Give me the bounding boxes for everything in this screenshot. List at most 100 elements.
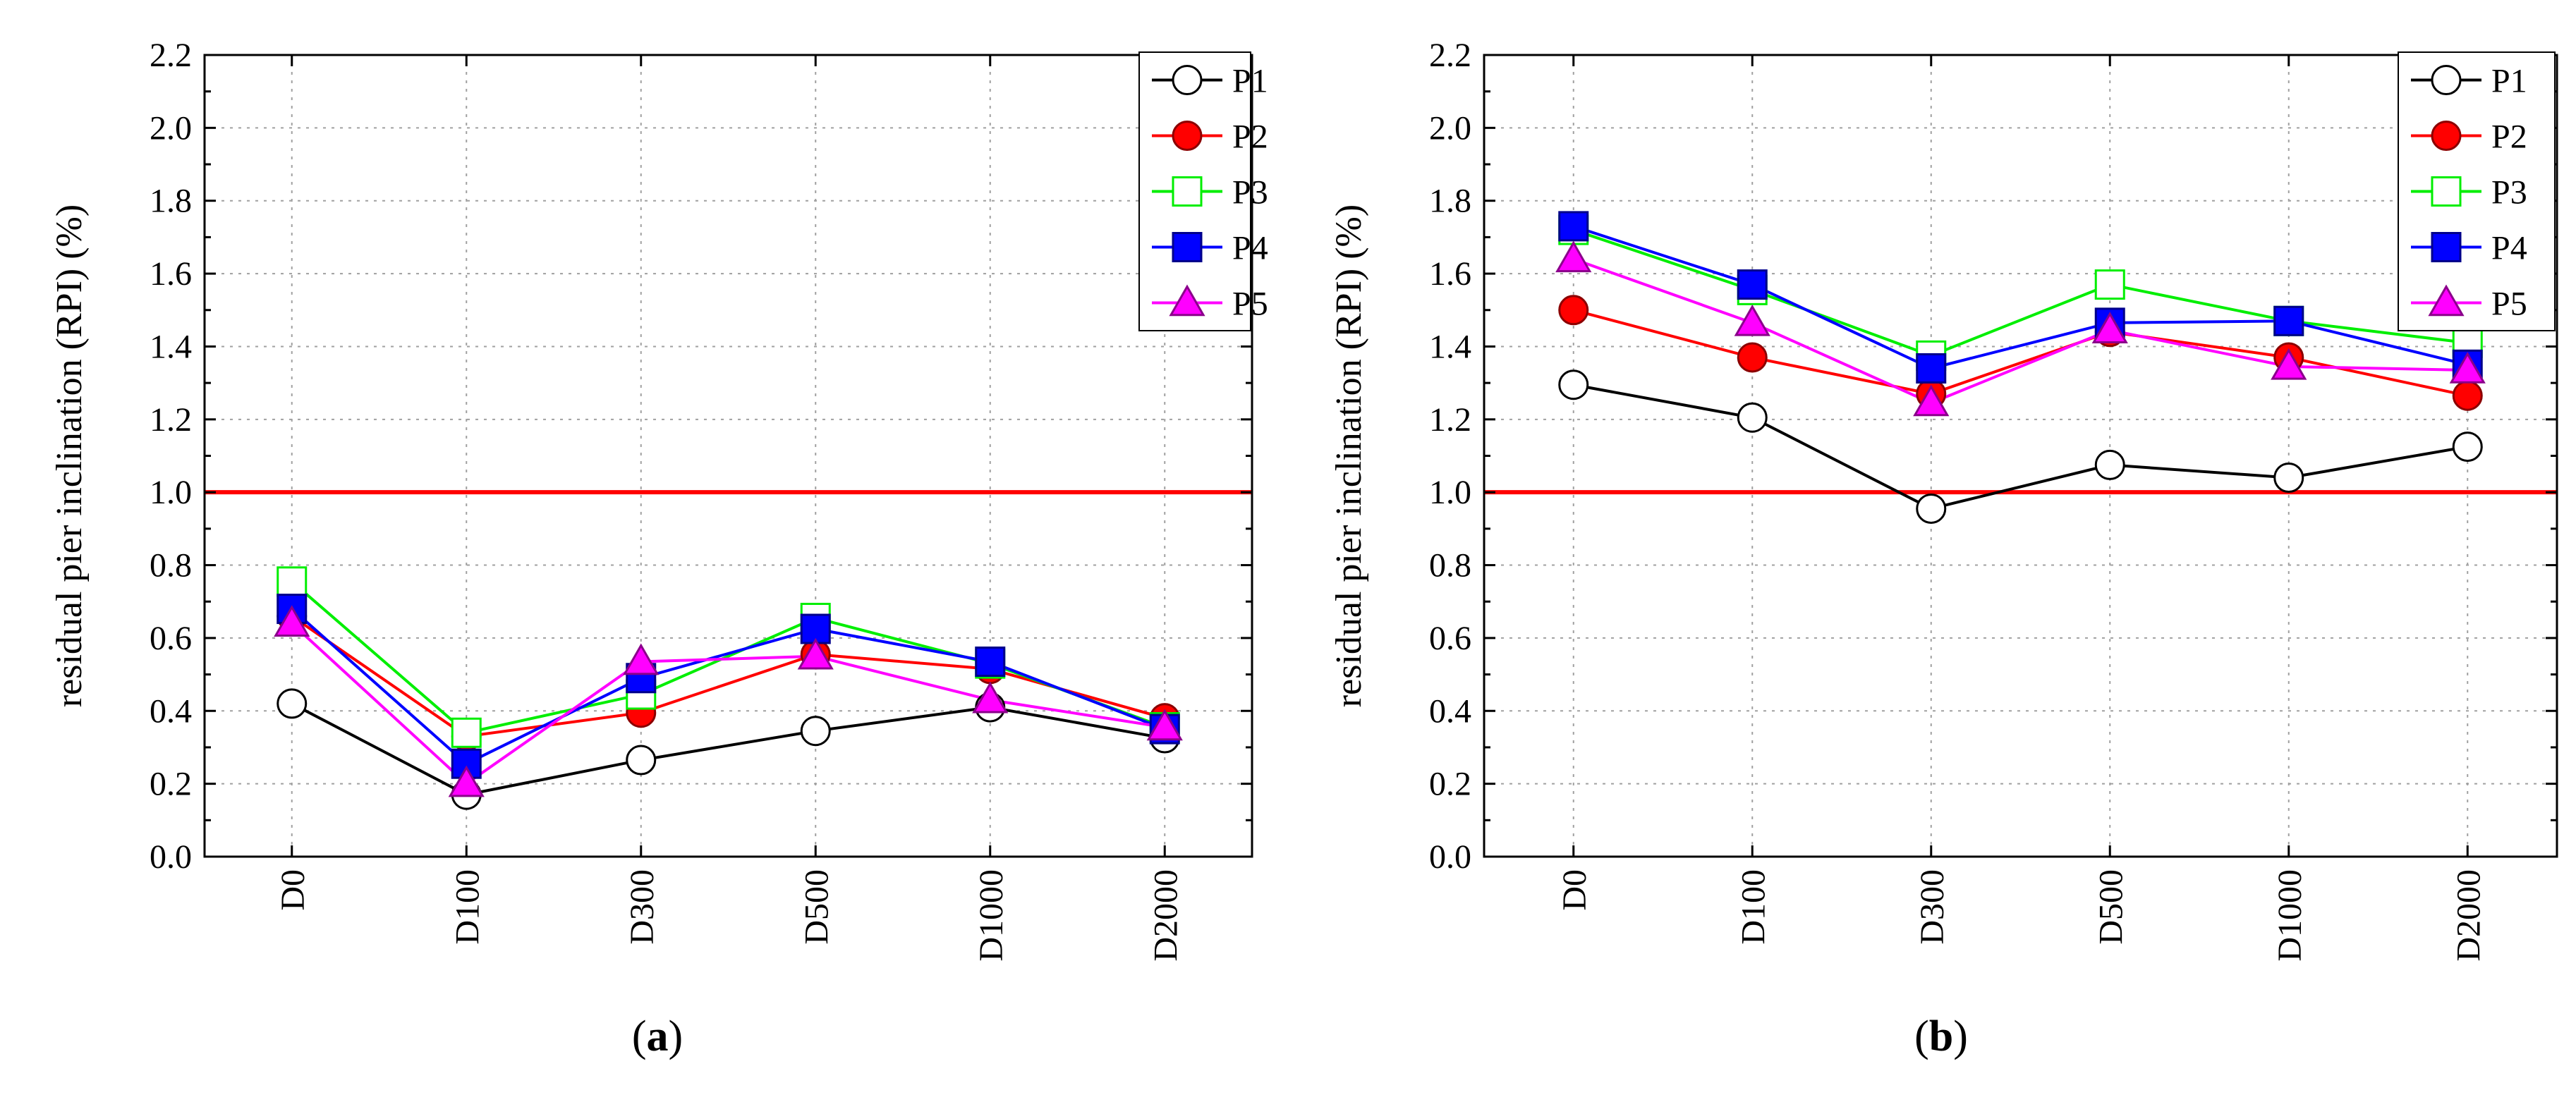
legend-label-p5: P5 bbox=[1232, 286, 1268, 323]
x-tick-label: D1000 bbox=[2271, 869, 2309, 962]
y-tick-label: 0.6 bbox=[1429, 620, 1471, 657]
data-point-p2 bbox=[2452, 380, 2483, 411]
legend: P1 P2 P3 P4 P5 bbox=[2398, 51, 2556, 331]
y-axis-title: residual pier inclination (RPI) (%) bbox=[1329, 204, 1369, 707]
data-point-p5 bbox=[2271, 348, 2307, 380]
y-tick-label: 0.4 bbox=[150, 692, 192, 730]
data-point-p3 bbox=[451, 717, 482, 748]
data-point-p3 bbox=[277, 566, 308, 597]
legend-marker-p4 bbox=[1172, 232, 1203, 262]
data-point-p5 bbox=[2449, 352, 2486, 384]
data-point-p3 bbox=[2094, 269, 2125, 300]
legend-marker-p2 bbox=[2431, 121, 2462, 151]
y-tick-label: 0.6 bbox=[150, 620, 192, 657]
panel-label-letter: b bbox=[1929, 1012, 1953, 1060]
legend-label-p3: P3 bbox=[2491, 174, 2527, 212]
legend-label-p4: P4 bbox=[2491, 230, 2527, 267]
series-line-p1 bbox=[291, 702, 1165, 797]
data-point-p5 bbox=[797, 637, 834, 670]
panel-label-letter: a bbox=[647, 1012, 669, 1060]
y-tick-label: 2.0 bbox=[1429, 109, 1471, 147]
data-point-p1 bbox=[2452, 431, 2483, 463]
legend-marker-p2 bbox=[1172, 121, 1203, 151]
data-point-p1 bbox=[1558, 369, 1589, 400]
legend-label-p3: P3 bbox=[1232, 174, 1268, 212]
x-tick-label: D0 bbox=[274, 869, 312, 911]
series-line-p5 bbox=[1573, 257, 2468, 405]
x-tick-label: D0 bbox=[1556, 869, 1593, 911]
series-line-p5 bbox=[291, 622, 1165, 786]
legend-label-p1: P1 bbox=[2491, 63, 2527, 100]
data-point-p1 bbox=[800, 716, 831, 747]
data-point-p4 bbox=[2273, 305, 2304, 336]
y-tick-label: 2.2 bbox=[1429, 37, 1471, 74]
legend-marker-p4 bbox=[2431, 232, 2462, 262]
data-point-p5 bbox=[1913, 384, 1950, 417]
legend-label-p5: P5 bbox=[2491, 286, 2527, 323]
legend-marker-p3 bbox=[1172, 176, 1203, 207]
series-line-p2 bbox=[291, 615, 1165, 738]
y-tick-label: 2.0 bbox=[150, 109, 192, 147]
plot-area bbox=[1484, 55, 2557, 857]
y-tick-label: 1.4 bbox=[1429, 328, 1471, 365]
data-point-p5 bbox=[1555, 240, 1592, 273]
y-tick-label: 1.2 bbox=[1429, 401, 1471, 439]
series-line-p3 bbox=[1573, 228, 2468, 357]
x-tick-label: D500 bbox=[2092, 869, 2130, 945]
series-line-p4 bbox=[291, 608, 1165, 766]
y-tick-label: 0.0 bbox=[1429, 838, 1471, 876]
data-point-p2 bbox=[1558, 295, 1589, 326]
x-tick-label: D500 bbox=[798, 869, 835, 945]
data-point-p1 bbox=[2273, 463, 2304, 494]
data-point-p1 bbox=[2094, 449, 2125, 480]
y-tick-label: 1.8 bbox=[1429, 183, 1471, 220]
panel-label-close-paren: ) bbox=[669, 1012, 684, 1060]
y-tick-label: 0.2 bbox=[150, 766, 192, 803]
x-tick-label: D2000 bbox=[2450, 869, 2487, 962]
panel-label-open-paren: ( bbox=[632, 1012, 647, 1060]
data-point-p5 bbox=[274, 605, 310, 637]
y-tick-label: 1.0 bbox=[1429, 474, 1471, 511]
x-tick-label: D1000 bbox=[973, 869, 1010, 962]
x-tick-label: D100 bbox=[449, 869, 486, 945]
data-point-p1 bbox=[277, 688, 308, 719]
legend-label-p2: P2 bbox=[1232, 118, 1268, 156]
y-tick-label: 2.2 bbox=[150, 37, 192, 74]
y-tick-label: 1.6 bbox=[1429, 255, 1471, 293]
x-tick-label: D300 bbox=[1914, 869, 1951, 945]
legend-marker-p3 bbox=[2431, 176, 2462, 207]
panel-label: (a) bbox=[632, 1012, 683, 1060]
data-point-p5 bbox=[2091, 312, 2128, 343]
panel-label-close-paren: ) bbox=[1953, 1012, 1968, 1060]
data-point-p1 bbox=[1916, 493, 1947, 524]
data-point-p1 bbox=[1737, 402, 1768, 433]
legend-label-p1: P1 bbox=[1232, 63, 1268, 100]
y-tick-label: 0.4 bbox=[1429, 692, 1471, 730]
legend-label-p4: P4 bbox=[1232, 230, 1268, 267]
y-axis-title: residual pier inclination (RPI) (%) bbox=[49, 204, 90, 707]
y-tick-label: 0.2 bbox=[1429, 766, 1471, 803]
data-point-p4 bbox=[975, 647, 1006, 678]
legend-marker-p5 bbox=[1169, 284, 1205, 317]
series-line-p1 bbox=[1573, 383, 2468, 510]
data-point-p5 bbox=[1734, 304, 1770, 336]
chart-panel-a: 0.0 0.2 0.4 0.6 0.8 1.0 1.2 1.4 1.6 1.8 2.0 2.2 D0 D1… bbox=[49, 37, 1268, 1060]
legend-marker-p1 bbox=[2431, 65, 2462, 95]
x-tick-label: D300 bbox=[624, 869, 661, 945]
y-tick-label: 0.8 bbox=[150, 547, 192, 584]
x-tick-label: D2000 bbox=[1147, 869, 1184, 962]
y-tick-label: 1.8 bbox=[150, 183, 192, 220]
y-tick-label: 1.2 bbox=[150, 401, 192, 439]
data-point-p4 bbox=[1916, 353, 1947, 384]
legend-label-p2: P2 bbox=[2491, 118, 2527, 156]
data-point-p5 bbox=[623, 643, 660, 675]
series-line-p4 bbox=[1573, 225, 2468, 370]
data-point-p5 bbox=[448, 765, 485, 797]
panel-label-open-paren: ( bbox=[1914, 1012, 1929, 1060]
y-tick-label: 0.8 bbox=[1429, 547, 1471, 584]
chart-panel-b: 0.0 0.2 0.4 0.6 0.8 1.0 1.2 1.4 1.6 1.8 2.0 2.2 D0 D1… bbox=[1329, 37, 2558, 1060]
data-point-p4 bbox=[1737, 269, 1768, 300]
legend-marker-p1 bbox=[1172, 65, 1203, 95]
x-tick-label: D100 bbox=[1734, 869, 1772, 945]
